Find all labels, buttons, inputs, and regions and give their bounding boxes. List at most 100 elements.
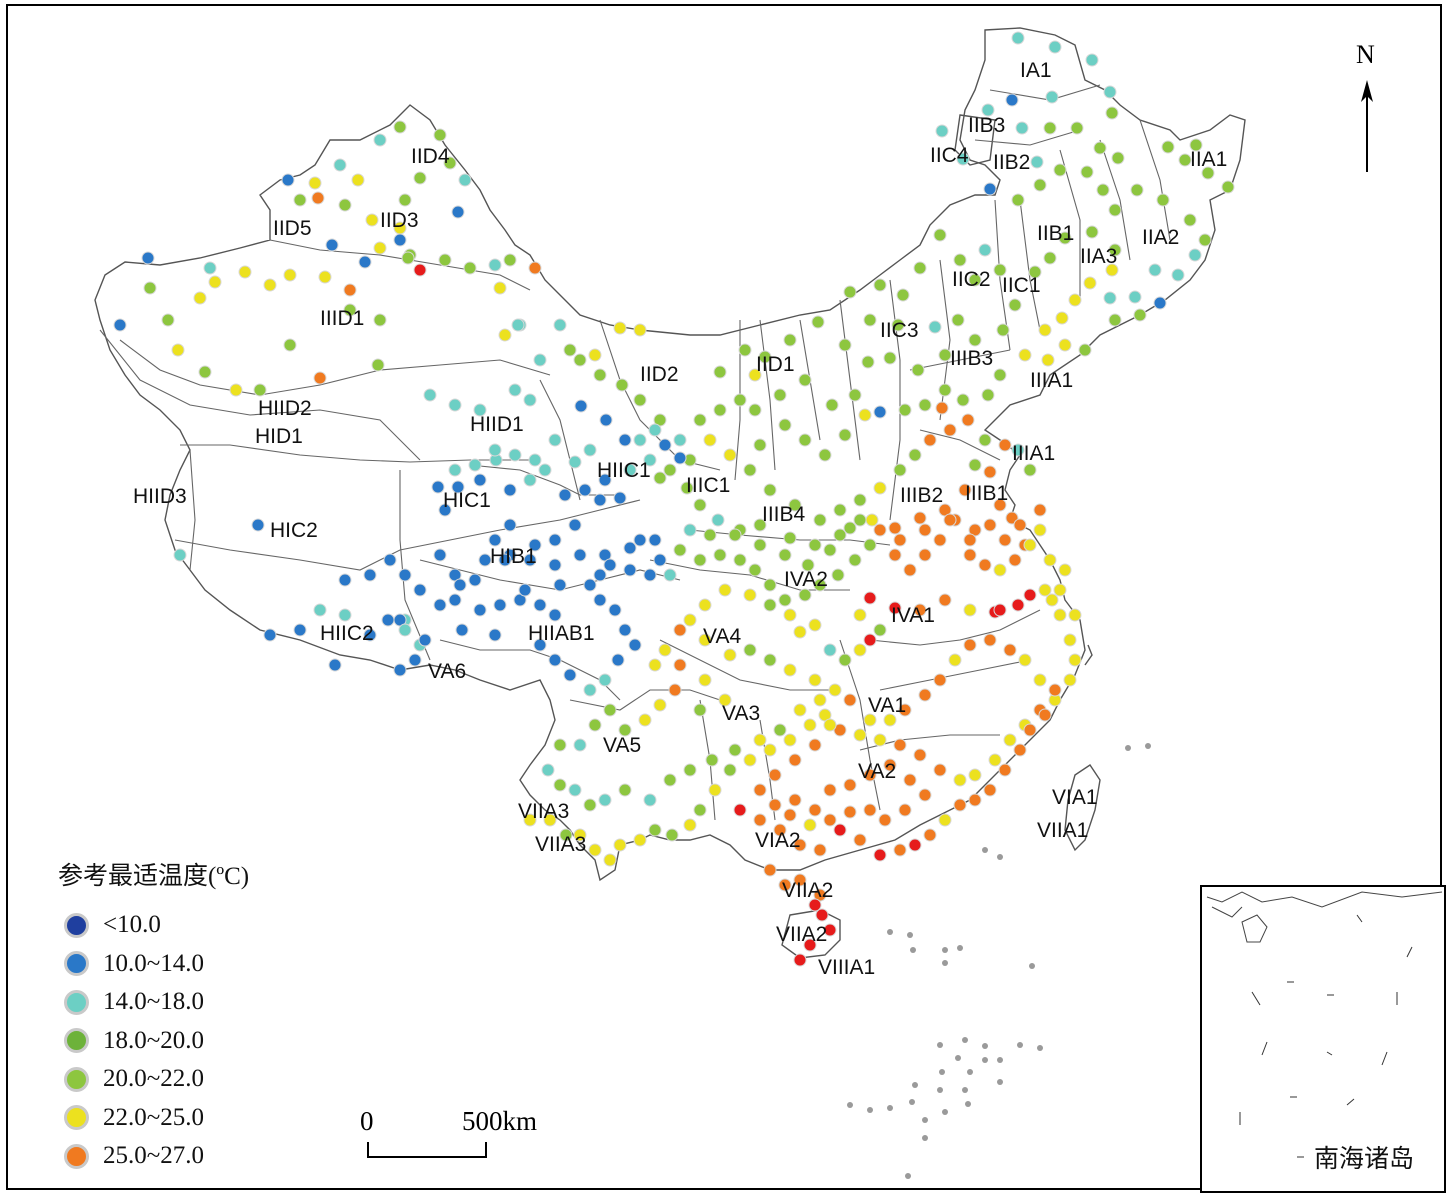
station-marker xyxy=(968,273,982,287)
station-marker xyxy=(998,438,1012,452)
station-marker xyxy=(838,653,852,667)
station-marker xyxy=(623,541,637,555)
station-marker xyxy=(1005,93,1019,107)
station-marker xyxy=(1080,165,1094,179)
island-dot xyxy=(1017,1042,1023,1048)
legend-label: <10.0 xyxy=(103,911,161,939)
station-marker xyxy=(1043,251,1057,265)
station-marker xyxy=(938,383,952,397)
station-marker xyxy=(981,388,995,402)
station-marker xyxy=(753,438,767,452)
legend-items: <10.0 10.0~14.0 14.0~18.0 18.0~20.0 20.0~22.… xyxy=(58,906,249,1176)
island-dot xyxy=(937,1042,943,1048)
station-marker xyxy=(748,403,762,417)
station-marker xyxy=(663,463,677,477)
station-marker xyxy=(613,838,627,852)
island-dot xyxy=(982,847,988,853)
station-marker xyxy=(888,548,902,562)
station-marker xyxy=(1053,583,1067,597)
station-marker xyxy=(893,533,907,547)
station-marker xyxy=(438,253,452,267)
station-marker xyxy=(418,633,432,647)
island-dot xyxy=(1029,963,1035,969)
station-marker xyxy=(838,428,852,442)
station-marker xyxy=(451,205,465,219)
station-marker xyxy=(993,263,1007,277)
station-marker xyxy=(1033,673,1047,687)
station-marker xyxy=(888,521,902,535)
station-marker xyxy=(680,481,694,495)
south-china-sea-inset: 南海诸岛 xyxy=(1200,885,1446,1193)
station-marker xyxy=(773,723,787,737)
station-marker xyxy=(873,733,887,747)
region-label: IIID1 xyxy=(320,307,364,330)
station-marker xyxy=(253,383,267,397)
station-marker xyxy=(778,418,792,432)
region-label: IVA1 xyxy=(891,604,935,627)
station-marker xyxy=(808,803,822,817)
station-marker xyxy=(568,455,582,469)
station-marker xyxy=(1108,313,1122,327)
station-marker xyxy=(365,213,379,227)
station-marker xyxy=(603,558,617,572)
station-marker xyxy=(1070,121,1084,135)
region-label: HIC2 xyxy=(270,519,318,542)
station-marker xyxy=(618,783,632,797)
station-marker xyxy=(1083,276,1097,290)
island-dot xyxy=(997,1057,1003,1063)
region-label: IVA2 xyxy=(784,568,828,591)
island-dot xyxy=(1037,1045,1043,1051)
station-marker xyxy=(968,768,982,782)
island-dot xyxy=(912,1082,918,1088)
station-markers xyxy=(113,31,1235,967)
station-marker xyxy=(313,603,327,617)
station-marker xyxy=(793,625,807,639)
station-marker xyxy=(455,623,469,637)
station-marker xyxy=(718,693,732,707)
station-marker xyxy=(1198,233,1212,247)
station-marker xyxy=(541,763,555,777)
station-marker xyxy=(293,193,307,207)
station-marker xyxy=(683,763,697,777)
station-marker xyxy=(1013,518,1027,532)
station-marker xyxy=(823,543,837,557)
island-dot xyxy=(962,1037,968,1043)
south-sea-islands xyxy=(847,743,1151,1179)
station-marker xyxy=(853,513,867,527)
station-marker xyxy=(588,843,602,857)
station-marker xyxy=(431,480,445,494)
station-marker xyxy=(996,323,1010,337)
station-marker xyxy=(171,343,185,357)
region-label: IIB3 xyxy=(968,114,1005,137)
region-label: VA5 xyxy=(603,734,641,757)
station-marker xyxy=(778,878,792,892)
station-marker xyxy=(313,371,327,385)
station-marker xyxy=(1156,193,1170,207)
station-marker xyxy=(908,838,922,852)
legend-title: 参考最适温度(ºC) xyxy=(58,863,250,890)
station-marker xyxy=(593,368,607,382)
station-marker xyxy=(573,738,587,752)
region-label: HID1 xyxy=(255,425,303,448)
station-marker xyxy=(728,528,742,542)
station-marker xyxy=(1011,598,1025,612)
station-marker xyxy=(1128,290,1142,304)
island-dot xyxy=(937,1087,943,1093)
station-marker xyxy=(1068,608,1082,622)
station-marker xyxy=(208,275,222,289)
station-marker xyxy=(938,593,952,607)
station-marker xyxy=(863,713,877,727)
station-marker xyxy=(808,738,822,752)
station-marker xyxy=(1028,265,1042,279)
station-marker xyxy=(1063,633,1077,647)
scale-end-label: 500km xyxy=(462,1106,538,1136)
region-labels: IA1 IIB3 IIC4 IIB2 IID4 IIA1 IID5 IID3 IIB1 IIA2 I… xyxy=(133,59,1227,979)
station-marker xyxy=(873,481,887,495)
station-marker xyxy=(1103,291,1117,305)
station-marker xyxy=(593,568,607,582)
station-marker xyxy=(438,503,452,517)
station-marker xyxy=(743,463,757,477)
station-marker xyxy=(838,338,852,352)
region-label: VA3 xyxy=(722,702,760,725)
region-label: VA1 xyxy=(868,694,906,717)
